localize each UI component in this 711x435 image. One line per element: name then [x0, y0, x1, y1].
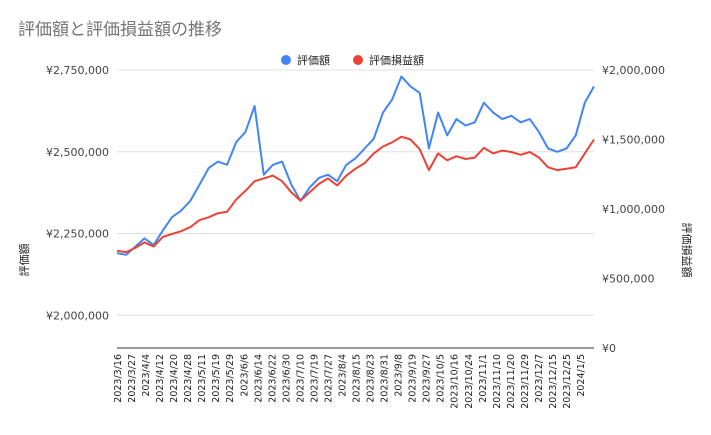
y-right-tick-label: ¥2,000,000	[602, 64, 665, 77]
y-axis-right-ticks: ¥0 ¥500,000 ¥1,000,000 ¥1,500,000 ¥2,000,000	[602, 64, 665, 355]
x-tick-label: 2023/6/22	[267, 354, 278, 403]
legend-label-series-1: 評価額	[297, 53, 330, 67]
x-tick-label: 2023/9/27	[422, 354, 433, 403]
x-axis-ticks: 2023/3/16 2023/3/27 2023/4/4 2023/4/12 2023/…	[113, 354, 587, 409]
x-tick-label: 2023/10/24	[464, 354, 475, 409]
y-right-tick-label: ¥1,000,000	[602, 203, 665, 216]
y-right-tick-label: ¥1,500,000	[602, 134, 665, 147]
x-tick-label: 2023/6/30	[281, 354, 292, 403]
x-tick-label: 2023/8/31	[380, 354, 391, 403]
x-tick-label: 2023/6/6	[239, 354, 250, 397]
x-tick-label: 2023/5/29	[225, 354, 236, 403]
x-tick-label: 2023/12/15	[548, 354, 559, 409]
legend-marker-series-2	[353, 55, 363, 65]
x-tick-label: 2023/12/7	[534, 354, 545, 403]
x-tick-label: 2023/5/11	[197, 354, 208, 403]
y-right-tick-label: ¥0	[602, 342, 616, 355]
legend: 評価額 評価損益額	[281, 53, 424, 67]
x-tick-label: 2023/8/23	[366, 354, 377, 403]
x-tick-label: 2023/9/19	[408, 354, 419, 403]
x-tick-label: 2023/8/4	[338, 354, 349, 397]
x-tick-label: 2023/11/1	[478, 354, 489, 403]
x-tick-label: 2023/4/20	[169, 354, 180, 403]
x-tick-label: 2023/4/12	[155, 354, 166, 403]
x-tick-label: 2023/10/5	[436, 354, 447, 403]
x-tick-label: 2023/5/19	[211, 354, 222, 403]
y-left-tick-label: ¥2,750,000	[46, 64, 109, 77]
x-tick-label: 2023/7/10	[295, 354, 306, 403]
x-tick-label: 2024/1/5	[576, 354, 587, 397]
x-tick-label: 2023/11/29	[520, 354, 531, 409]
y-left-tick-label: ¥2,500,000	[46, 146, 109, 159]
x-tick-label: 2023/8/15	[352, 354, 363, 403]
y-axis-left-ticks: ¥2,000,000 ¥2,250,000 ¥2,500,000 ¥2,750,000	[46, 64, 109, 322]
chart-title: 評価額と評価損益額の推移	[18, 20, 222, 40]
legend-label-series-2: 評価損益額	[369, 53, 424, 67]
x-tick-label: 2023/10/16	[450, 354, 461, 409]
y-axis-left-title: 評価額	[17, 244, 31, 277]
y-axis-right-title: 評価損益額	[680, 223, 694, 278]
x-tick-label: 2023/3/27	[127, 354, 138, 403]
x-tick-label: 2023/11/10	[492, 354, 503, 409]
y-left-tick-label: ¥2,250,000	[46, 228, 109, 241]
x-tick-label: 2023/3/16	[113, 354, 124, 403]
gridlines	[117, 69, 594, 316]
x-tick-label: 2023/7/27	[324, 354, 335, 403]
x-tick-label: 2023/12/25	[562, 354, 573, 409]
series-line-2	[116, 135, 595, 254]
series-line-1	[116, 75, 595, 256]
y-right-tick-label: ¥500,000	[602, 273, 655, 286]
series-lines	[116, 75, 595, 256]
x-tick-label: 2023/6/14	[253, 354, 264, 403]
x-tick-label: 2023/11/20	[506, 354, 517, 409]
x-tick-label: 2023/4/28	[183, 354, 194, 403]
x-tick-label: 2023/9/8	[394, 354, 405, 397]
legend-marker-series-1	[281, 55, 291, 65]
x-tick-label: 2023/7/19	[309, 354, 320, 403]
x-tick-label: 2023/4/4	[141, 354, 152, 397]
y-left-tick-label: ¥2,000,000	[46, 309, 109, 322]
